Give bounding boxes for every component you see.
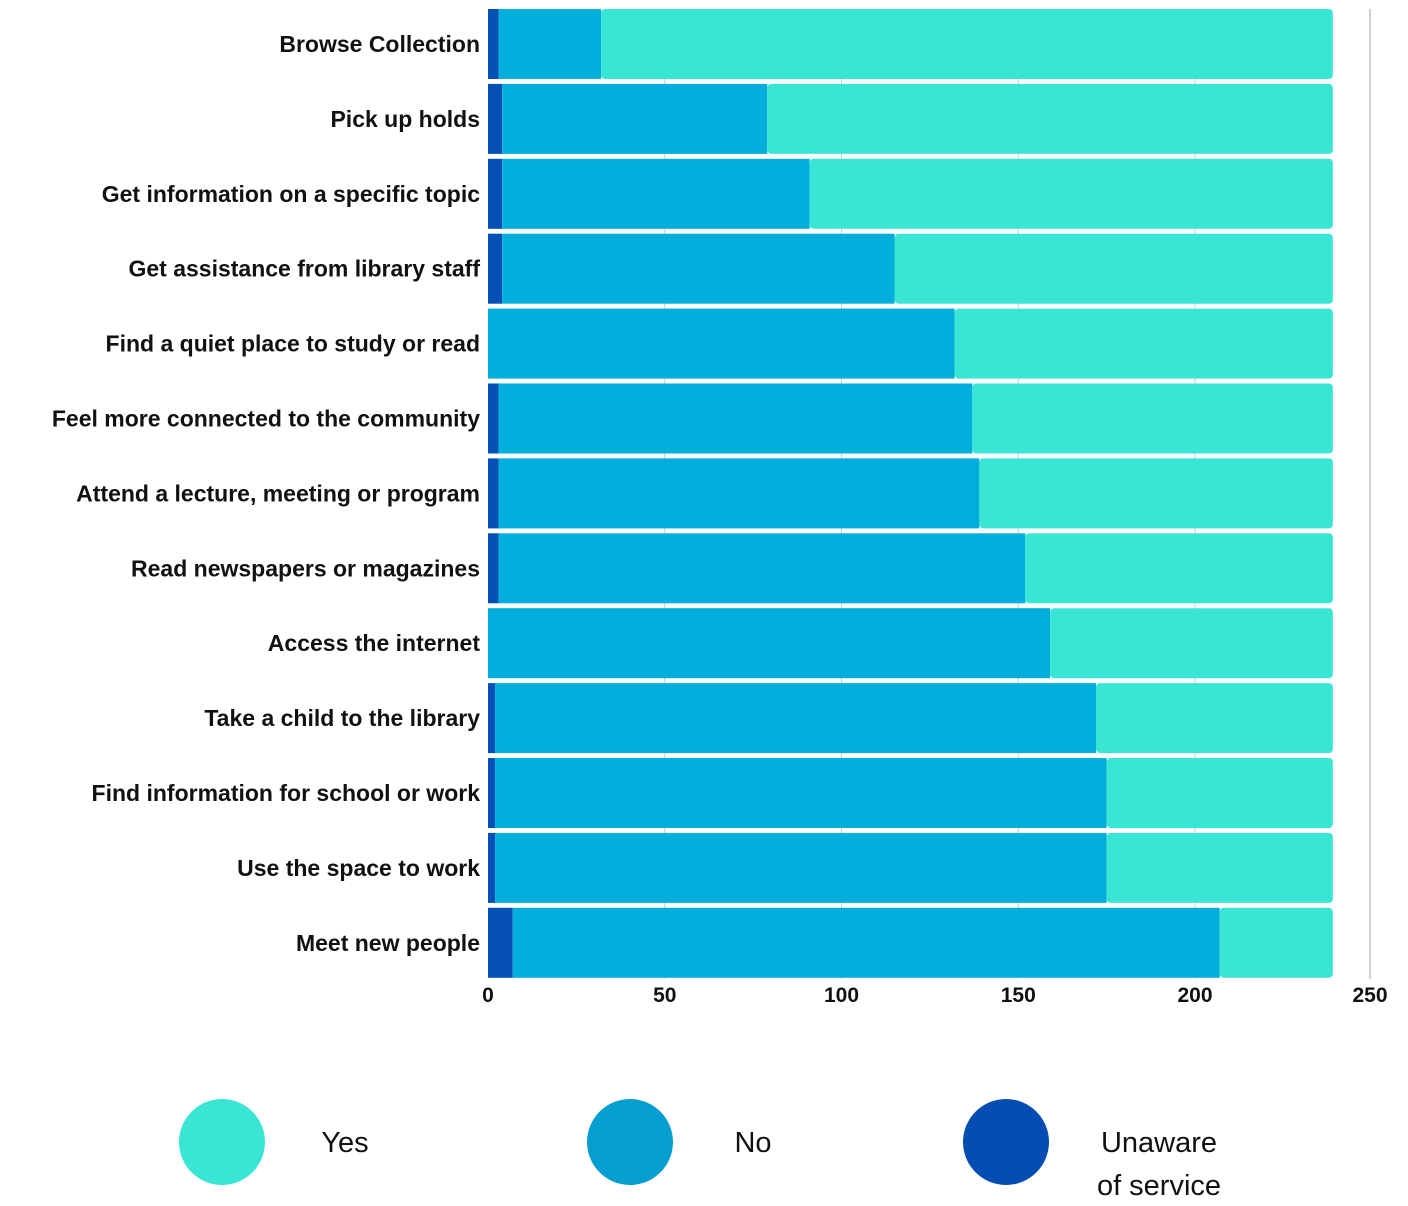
legend: Yes No Unaware of service: [179, 1099, 1221, 1202]
bar-unaware-4: [488, 233, 503, 304]
bar-yes-8: [1025, 533, 1333, 604]
legend-label: Unaware: [1101, 1127, 1217, 1159]
category-label: Get assistance from library staff: [128, 256, 480, 282]
bar-no-8: [498, 533, 1026, 604]
bar-no-3: [502, 158, 810, 229]
bar-yes-9: [1050, 608, 1333, 679]
bar-no-10: [495, 683, 1097, 754]
category-label: Read newspapers or magazines: [131, 555, 480, 581]
category-label: Feel more connected to the community: [52, 406, 480, 432]
category-labels: Browse Collection Pick up holds Get inform…: [52, 31, 480, 956]
category-label: Get information on a specific topic: [102, 181, 480, 207]
legend-label: of service: [1097, 1170, 1221, 1201]
bar-yes-1: [601, 9, 1333, 79]
bar-yes-13: [1219, 907, 1333, 978]
bar-unaware-3: [488, 158, 503, 229]
legend-swatch-1: [179, 1099, 265, 1185]
category-label: Find a quiet place to study or read: [106, 331, 480, 357]
x-axis-ticks: 0 50 100 150 200 250: [482, 984, 1387, 1007]
legend-label: Yes: [321, 1127, 368, 1159]
x-tick-label: 250: [1352, 984, 1387, 1007]
bar-yes-2: [767, 83, 1333, 154]
category-label: Meet new people: [296, 930, 480, 956]
legend-label: No: [734, 1127, 771, 1159]
bar-no-11: [495, 758, 1107, 828]
x-tick-label: 100: [824, 984, 859, 1007]
category-label: Use the space to work: [237, 855, 480, 881]
bar-unaware-7: [488, 458, 499, 529]
category-label: Take a child to the library: [204, 705, 480, 731]
bar-no-12: [495, 832, 1107, 903]
bar-yes-6: [972, 383, 1333, 454]
bars-layer: [488, 9, 1333, 978]
bar-no-1: [498, 9, 602, 79]
category-label: Attend a lecture, meeting or program: [76, 480, 480, 506]
category-label: Access the internet: [268, 630, 481, 656]
bar-unaware-6: [488, 383, 499, 454]
bar-yes-4: [894, 233, 1333, 304]
bar-yes-10: [1096, 683, 1333, 754]
bar-yes-12: [1106, 832, 1333, 903]
category-label: Browse Collection: [279, 31, 480, 57]
bar-no-13: [512, 907, 1220, 978]
bar-unaware-1: [488, 9, 499, 79]
bar-yes-3: [809, 158, 1333, 229]
legend-swatch-3: [963, 1099, 1049, 1185]
bar-no-4: [502, 233, 895, 304]
bar-no-5: [488, 308, 955, 379]
category-label: Pick up holds: [330, 106, 480, 132]
x-tick-label: 0: [482, 984, 494, 1007]
bar-no-7: [498, 458, 980, 529]
x-tick-label: 200: [1177, 984, 1212, 1007]
bar-yes-11: [1106, 758, 1333, 828]
bar-no-6: [498, 383, 973, 454]
x-tick-label: 150: [1001, 984, 1036, 1007]
bar-unaware-8: [488, 533, 499, 604]
x-tick-label: 50: [653, 984, 676, 1007]
bar-unaware-2: [488, 83, 503, 154]
bar-unaware-13: [488, 907, 513, 978]
bar-unaware-11: [488, 758, 496, 828]
category-label: Find information for school or work: [92, 780, 481, 806]
bar-no-2: [502, 83, 768, 154]
bar-no-9: [488, 608, 1051, 679]
legend-swatch-2: [587, 1099, 673, 1185]
bar-yes-5: [954, 308, 1333, 379]
bar-unaware-12: [488, 832, 496, 903]
bar-yes-7: [979, 458, 1333, 529]
bar-unaware-10: [488, 683, 496, 754]
